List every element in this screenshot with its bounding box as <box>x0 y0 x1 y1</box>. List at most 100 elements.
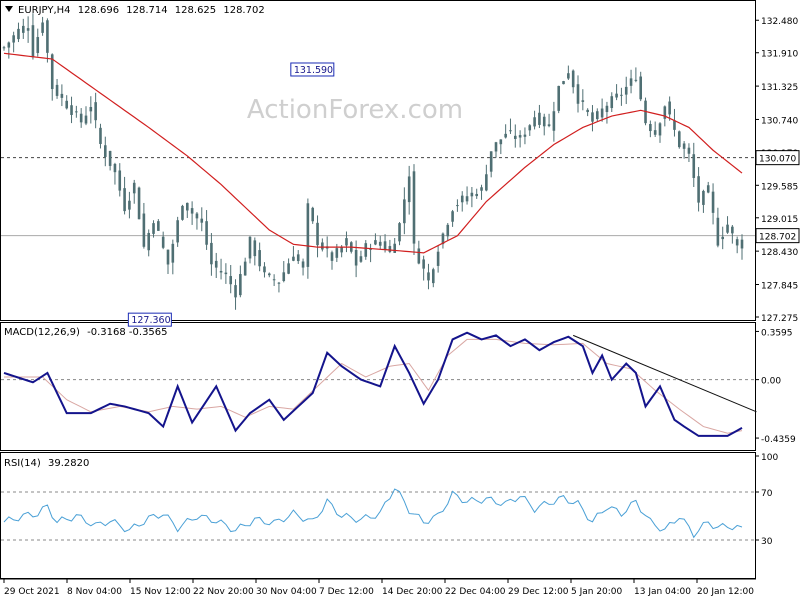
candle-body <box>682 143 686 149</box>
candle-body <box>142 213 146 247</box>
x-tick-label: 15 Nov 12:00 <box>130 587 191 597</box>
candle-body <box>224 272 228 275</box>
candle-body <box>470 192 474 197</box>
candle-body <box>600 108 604 118</box>
candle-body <box>113 163 117 173</box>
candle-body <box>41 22 44 33</box>
x-tick-label: 13 Jan 04:00 <box>634 587 691 597</box>
dropdown-arrow-icon[interactable] <box>5 6 13 12</box>
macd-tick-label: 0.3595 <box>761 328 793 338</box>
candle-body <box>75 111 78 113</box>
candle-body <box>79 113 83 123</box>
candle-body <box>248 236 252 259</box>
rsi-tick-label: 30 <box>761 537 773 547</box>
x-tick-label: 7 Dec 12:00 <box>319 587 374 597</box>
candle-body <box>253 240 257 257</box>
x-tick-label: 14 Dec 20:00 <box>382 587 443 597</box>
candle-body <box>137 187 141 220</box>
candle-body <box>282 272 286 282</box>
candle-body <box>267 273 271 276</box>
candle-body <box>673 120 676 130</box>
macd-tick-label: 0.00 <box>761 377 781 387</box>
candle-body <box>451 211 454 222</box>
candle-body <box>509 130 512 132</box>
candle-body <box>518 135 522 138</box>
candle-body <box>60 93 64 98</box>
candle-body <box>321 242 324 250</box>
candle-body <box>354 249 358 266</box>
watermark: ActionForex.com <box>247 95 463 125</box>
candle-body <box>629 78 633 86</box>
candle-body <box>147 232 151 251</box>
candle-body <box>398 223 401 242</box>
macd-line <box>3 331 743 437</box>
candle-body <box>431 269 435 284</box>
candle-body <box>55 84 59 96</box>
price-level-badge <box>755 150 800 166</box>
price-tick-label: 132.480 <box>761 17 798 27</box>
candle-body <box>205 221 208 245</box>
candle-body <box>571 70 575 88</box>
price-tick-label: 127.845 <box>761 282 798 292</box>
candle-body <box>176 220 179 243</box>
macd-title: MACD(12,26,9) -0.3168 -0.3565 <box>4 327 168 338</box>
candle-body <box>412 171 416 244</box>
candle-body <box>185 202 189 211</box>
price-tick-label: 131.325 <box>761 83 798 93</box>
candle-body <box>692 154 696 178</box>
candle-body <box>624 86 628 95</box>
candle-body <box>634 79 638 81</box>
candle-body <box>243 261 247 276</box>
x-tick-label: 5 Jan 20:00 <box>571 587 623 597</box>
x-tick-label: 8 Nov 04:00 <box>67 587 122 597</box>
candle-body <box>480 187 483 191</box>
candle-body <box>359 256 363 262</box>
candle-body <box>562 81 565 85</box>
candle-body <box>417 248 421 264</box>
price-pane <box>0 0 756 321</box>
candle-body <box>50 54 54 90</box>
candle-body <box>576 84 580 104</box>
candle-body <box>99 127 102 144</box>
candle-body <box>610 96 614 109</box>
candle-body <box>528 125 532 131</box>
candle-body <box>296 254 300 262</box>
candle-body <box>422 259 425 269</box>
candle-body <box>533 117 536 127</box>
candle-body <box>7 42 11 48</box>
candle-body <box>239 274 242 296</box>
candle-body <box>210 242 213 265</box>
price-tick-label: 128.430 <box>761 248 798 258</box>
candle-body <box>567 73 570 79</box>
price-tick-label: 129.585 <box>761 182 798 192</box>
candle-body <box>504 133 507 138</box>
macd-tick-label: -0.4359 <box>761 435 796 445</box>
indicator-lines-layer <box>3 52 757 539</box>
candle-body <box>316 222 319 246</box>
candle-body <box>538 112 541 125</box>
candle-body <box>378 241 382 246</box>
candle-body <box>475 193 479 197</box>
candle-body <box>214 260 218 268</box>
candle-body <box>306 203 310 267</box>
x-tick-label: 29 Dec 12:00 <box>508 587 569 597</box>
candle-body <box>427 272 430 281</box>
candle-body <box>547 124 551 127</box>
candle-body <box>740 239 744 249</box>
candle-body <box>677 131 681 148</box>
rsi-title: RSI(14) 39.2820 <box>4 458 89 469</box>
price-title: EURJPY,H4 128.696 128.714 128.625 128.70… <box>18 5 265 16</box>
candle-body <box>523 134 527 137</box>
candle-body <box>687 147 691 154</box>
candle-body <box>128 200 131 210</box>
moving-average-line <box>3 52 743 254</box>
annotation-layer: 130.070 128.702 131.590 127.360 <box>127 62 800 327</box>
candle-body <box>620 94 623 96</box>
candle-body <box>311 207 315 222</box>
rsi-pane <box>0 452 756 579</box>
price-tick-label: 130.740 <box>761 116 798 126</box>
candle-body <box>292 256 295 261</box>
candle-body <box>721 236 725 240</box>
candle-body <box>441 233 445 245</box>
